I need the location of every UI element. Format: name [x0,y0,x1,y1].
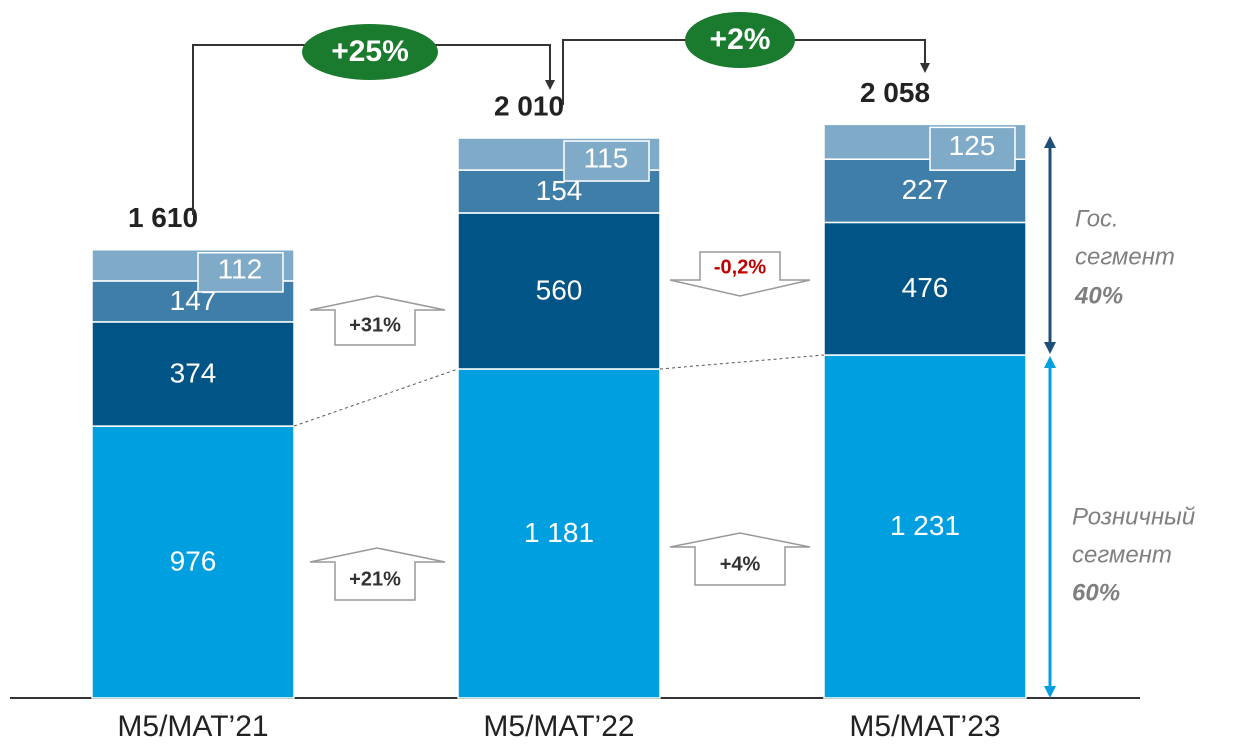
segment-label: 112 [218,254,263,285]
x-tick-label: M5/MAT’23 [849,710,1000,743]
growth-label: +25% [331,35,409,68]
segment-label: 476 [902,272,949,303]
change-label: -0,2% [714,256,766,278]
change-label: +4% [720,553,761,575]
segment-label: 115 [584,142,629,173]
growth-badge [302,24,438,80]
label-box [197,251,284,293]
segment-label: 560 [536,274,583,305]
segment-label: 976 [170,545,217,576]
growth-badge [685,12,795,68]
segment-label: 1 181 [524,517,594,548]
bar-segment [91,425,295,699]
bar-segment [823,221,1027,356]
up-arrow [309,547,446,601]
segment-label: сегмент [1072,541,1172,568]
segment-label: Гос. [1075,205,1119,232]
segment-share: 60% [1072,579,1120,606]
total-label: 2 058 [860,77,930,108]
segment-label: 374 [170,357,217,388]
total-label: 1 610 [128,202,198,233]
bar-segment [91,321,295,427]
segment-share: 40% [1074,282,1123,309]
segment-label: Розничный [1072,503,1195,530]
change-label: +31% [349,314,401,336]
trend-line [293,368,459,427]
x-tick-label: M5/MAT’21 [117,710,268,743]
segment-label: сегмент [1075,243,1175,270]
label-box [929,126,1016,171]
bar-segment [457,212,661,370]
bar-segment [457,368,661,699]
change-label: +21% [349,568,401,590]
trend-line [659,354,825,370]
x-tick-label: M5/MAT’22 [483,710,634,743]
segment-label: 227 [902,174,949,205]
segment-label: 125 [949,130,996,161]
label-box [563,140,650,182]
total-label: 2 010 [494,90,564,121]
segment-label: 1 231 [890,510,960,541]
down-arrow [669,251,811,297]
up-arrow [309,295,446,346]
up-arrow [669,532,811,586]
bar-segment [823,354,1027,699]
growth-label: +2% [710,23,771,56]
